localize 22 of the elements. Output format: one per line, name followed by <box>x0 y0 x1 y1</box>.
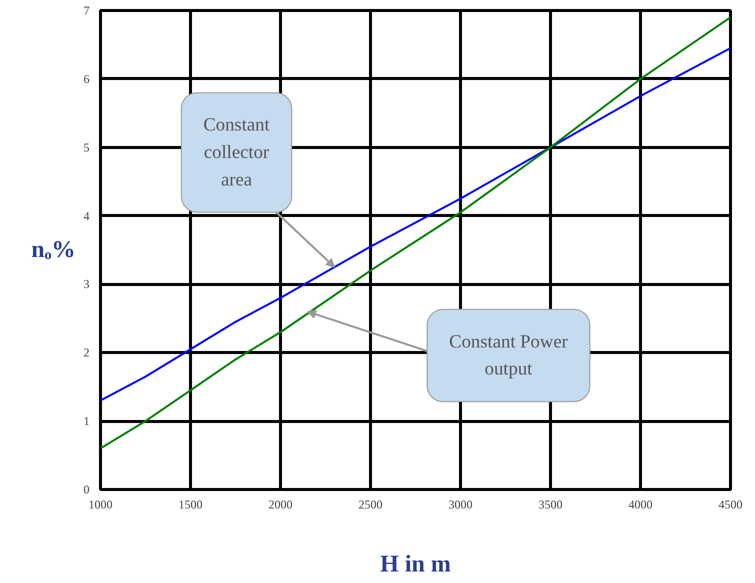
x-tick-label: 3500 <box>538 498 562 512</box>
x-tick-label: 1000 <box>88 498 112 512</box>
line-series <box>100 47 730 402</box>
x-tick-label: 2500 <box>358 498 382 512</box>
y-tick-label: 3 <box>84 277 90 292</box>
x-tick-label: 4500 <box>718 498 742 512</box>
annotation: Constant collector area <box>203 114 270 190</box>
x-axis-title: H in m <box>380 552 451 578</box>
x-tick-label: 1500 <box>178 498 202 512</box>
x-tick-label: 3000 <box>448 498 472 512</box>
y-axis-title: nₒ% <box>31 237 76 263</box>
line-series <box>100 16 730 450</box>
y-tick-label: 5 <box>84 140 90 154</box>
x-tick-label: 4000 <box>628 498 652 512</box>
y-tick-label: 0 <box>84 482 90 496</box>
annotation: Constant Power output <box>449 331 569 380</box>
x-tick-label: 2000 <box>268 498 292 512</box>
y-tick-label: 6 <box>84 72 90 86</box>
y-tick-label: 4 <box>84 208 90 223</box>
y-tick-label: 2 <box>84 346 90 360</box>
y-tick-label: 1 <box>84 414 90 428</box>
y-tick-label: 7 <box>84 4 90 18</box>
